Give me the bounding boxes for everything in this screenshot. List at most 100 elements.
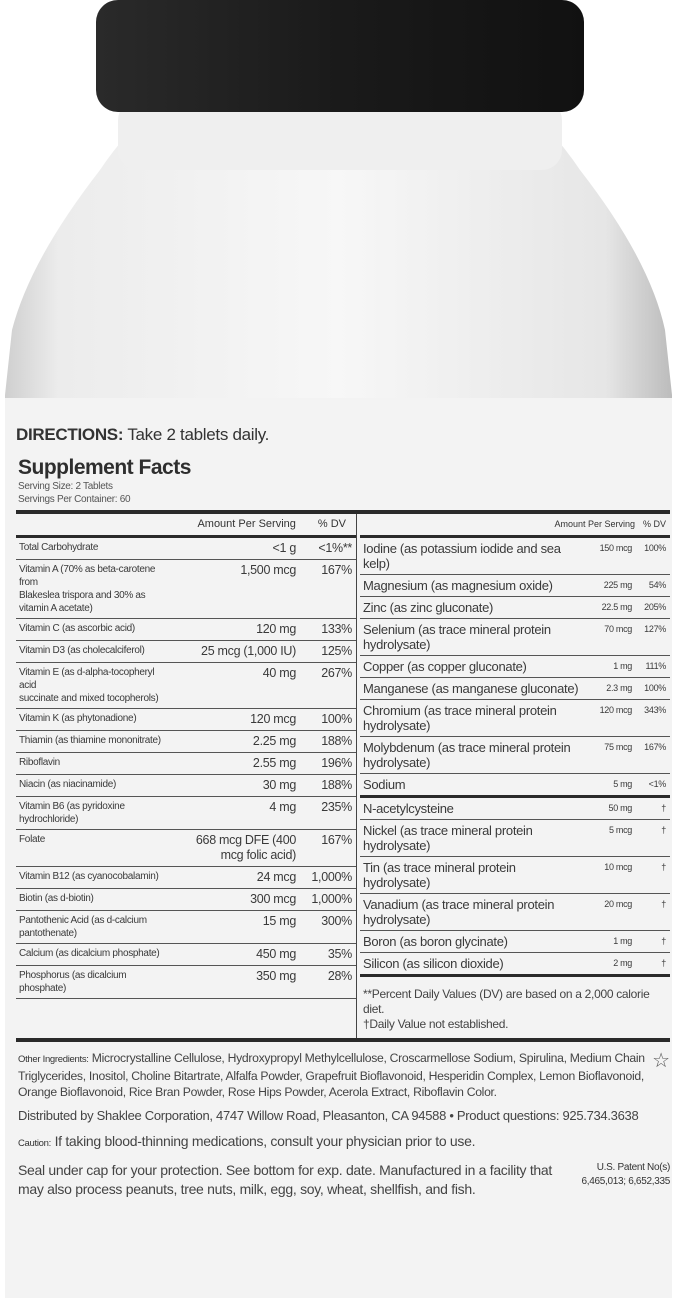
caution: Caution: If taking blood-thinning medica… (18, 1133, 476, 1149)
nutrient-name: Copper (as copper gluconate) (363, 659, 527, 674)
nutrient-amount: 450 mg (256, 947, 296, 961)
nutrient-amount: 70 mcg (604, 624, 632, 634)
nutrient-name: Pantothenic Acid (as d-calcium pantothen… (19, 915, 147, 939)
nutrient-name: Vitamin B12 (as cyanocobalamin) (19, 871, 159, 882)
nutrient-amount: 150 mcg (599, 543, 633, 553)
nutrient-dv: † (661, 862, 666, 872)
nutrient-amount: 300 mcg (250, 892, 296, 906)
nutrient-row: Thiamin (as thiamine mononitrate) 2.25 mg… (16, 731, 356, 753)
nutrient-row: Vitamin A (70% as beta-carotene from Blak… (16, 560, 356, 619)
nutrient-row: Selenium (as trace mineral protein hydro… (360, 619, 670, 656)
nutrient-dv: 35% (327, 947, 352, 961)
nutrient-amount: 40 mg (262, 666, 297, 680)
nutrient-row: Folate 668 mcg DFE (400 mcg folic acid) 16… (16, 830, 356, 867)
nutrient-amount: 22.5 mg (601, 602, 633, 612)
amount-header: Amount Per Serving (197, 518, 296, 530)
nutrient-dv: 133% (321, 622, 352, 636)
nutrient-name: Thiamin (as thiamine mononitrate) (19, 735, 161, 746)
star-icon: ☆ (652, 1050, 670, 1072)
nutrient-name: Nickel (as trace mineral protein hydroly… (363, 823, 533, 853)
nutrient-name: Chromium (as trace mineral protein hydro… (363, 703, 557, 733)
nutrient-row: Biotin (as d-biotin) 300 mcg 1,000% (16, 889, 356, 911)
nutrient-dv: 1,000% (311, 892, 352, 906)
nutrient-amount: 225 mg (603, 580, 633, 590)
nutrient-name: Riboflavin (19, 757, 60, 768)
nutrient-amount: 15 mg (262, 914, 297, 928)
nutrient-name: Silicon (as silicon dioxide) (363, 956, 504, 971)
nutrient-amount: 30 mg (262, 778, 297, 792)
nutrient-dv: 196% (321, 756, 352, 770)
nutrient-dv: 343% (644, 705, 666, 715)
nutrient-dv: 267% (321, 666, 352, 680)
nutrient-amount: 120 mg (256, 622, 296, 636)
nutrient-name: Vitamin B6 (as pyridoxine hydrochloride) (19, 801, 125, 825)
nutrient-name: Folate (19, 834, 45, 845)
seal-notice: Seal under cap for your protection. See … (18, 1162, 552, 1197)
nutrient-row: Boron (as boron glycinate) 1 mg † (360, 931, 670, 953)
nutrient-amount: 1 mg (613, 661, 632, 671)
nutrient-row: Vitamin C (as ascorbic acid) 120 mg 133% (16, 619, 356, 641)
nutrient-amount: 25 mcg (1,000 IU) (201, 644, 296, 658)
nutrient-amount: 1,500 mcg (240, 563, 296, 577)
nutrient-name: Iodine (as potassium iodide and sea kelp… (363, 541, 561, 571)
nutrient-amount: 120 mcg (250, 712, 296, 726)
nutrient-name: Total Carbohydrate (19, 542, 99, 553)
nutrient-amount: 2.3 mg (606, 683, 632, 693)
nutrient-row: Nickel (as trace mineral protein hydroly… (360, 820, 670, 857)
nutrient-dv: 54% (648, 580, 666, 590)
nutrient-name: Calcium (as dicalcium phosphate) (19, 948, 160, 959)
nutrient-row: Sodium 5 mg <1% (360, 774, 670, 798)
dv-header: % DV (642, 519, 666, 529)
nutrient-row: N-acetylcysteine 50 mg † (360, 798, 670, 820)
nutrient-amount: 350 mg (256, 969, 296, 983)
nutrient-amount: 5 mcg (608, 825, 632, 835)
nutrient-name: Niacin (as niacinamide) (19, 779, 117, 790)
nutrient-amount: <1 g (272, 541, 297, 555)
nutrient-dv: 100% (321, 712, 352, 726)
supplement-facts-table: Amount Per Serving % DV Total Carbohydra… (16, 510, 670, 1042)
nutrient-row: Niacin (as niacinamide) 30 mg 188% (16, 775, 356, 797)
nutrient-amount: 75 mcg (604, 742, 632, 752)
nutrient-row: Zinc (as zinc gluconate) 22.5 mg 205% (360, 597, 670, 619)
supplement-facts-title: Supplement Facts (18, 456, 191, 479)
nutrient-name: Magnesium (as magnesium oxide) (363, 578, 553, 593)
nutrient-amount: 5 mg (613, 779, 632, 789)
nutrient-row: Vitamin B12 (as cyanocobalamin) 24 mcg 1,0… (16, 867, 356, 889)
nutrient-name: Molybdenum (as trace mineral protein hyd… (363, 740, 571, 770)
dagger-footnote: †Daily Value not established. (363, 1017, 509, 1031)
nutrient-dv: † (661, 936, 666, 946)
nutrient-name: Zinc (as zinc gluconate) (363, 600, 494, 615)
nutrient-amount: 668 mcg DFE (400 mcg folic acid) (195, 833, 296, 862)
patent-info: U.S. Patent No(s) 6,465,013; 6,652,335 (581, 1162, 670, 1187)
nutrient-name: Vanadium (as trace mineral protein hydro… (363, 897, 555, 927)
nutrient-dv: † (661, 803, 666, 813)
nutrient-name: Tin (as trace mineral protein hydrolysat… (363, 860, 516, 890)
nutrient-name: Phosphorus (as dicalcium phosphate) (19, 970, 127, 994)
nutrient-dv: 100% (644, 683, 666, 693)
nutrient-name: Sodium (363, 777, 406, 792)
nutrient-dv: 167% (321, 563, 352, 577)
bottle-neck (118, 100, 562, 170)
nutrient-row: Calcium (as dicalcium phosphate) 450 mg 35… (16, 944, 356, 966)
nutrient-dv: † (661, 899, 666, 909)
directions: DIRECTIONS: Take 2 tablets daily. (16, 425, 270, 444)
nutrient-row: Vanadium (as trace mineral protein hydro… (360, 894, 670, 931)
nutrient-amount: 24 mcg (256, 870, 297, 884)
nutrient-row: Total Carbohydrate <1 g <1%** (16, 538, 356, 560)
right-column: Amount Per Serving % DV Iodine (as potas… (356, 514, 670, 1038)
nutrient-name: Selenium (as trace mineral protein hydro… (363, 622, 551, 652)
nutrient-dv: 188% (321, 778, 352, 792)
nutrient-row: Vitamin D3 (as cholecalciferol) 25 mcg (1… (16, 641, 356, 663)
nutrient-dv: 300% (321, 914, 352, 928)
left-column: Amount Per Serving % DV Total Carbohydra… (16, 514, 356, 1038)
nutrient-dv: 127% (644, 624, 666, 634)
amount-header: Amount Per Serving (554, 519, 635, 529)
nutrient-row: Chromium (as trace mineral protein hydro… (360, 700, 670, 737)
nutrient-row: Vitamin E (as d-alpha-tocopheryl acid suc… (16, 663, 356, 709)
nutrient-name: Vitamin A (70% as beta-carotene from Blak… (19, 564, 156, 614)
nutrient-row: Magnesium (as magnesium oxide) 225 mg 54% (360, 575, 670, 597)
nutrient-dv: 167% (321, 833, 352, 847)
nutrient-dv: † (661, 825, 666, 835)
nutrient-amount: 2.25 mg (252, 734, 296, 748)
nutrient-dv: 111% (645, 661, 667, 671)
